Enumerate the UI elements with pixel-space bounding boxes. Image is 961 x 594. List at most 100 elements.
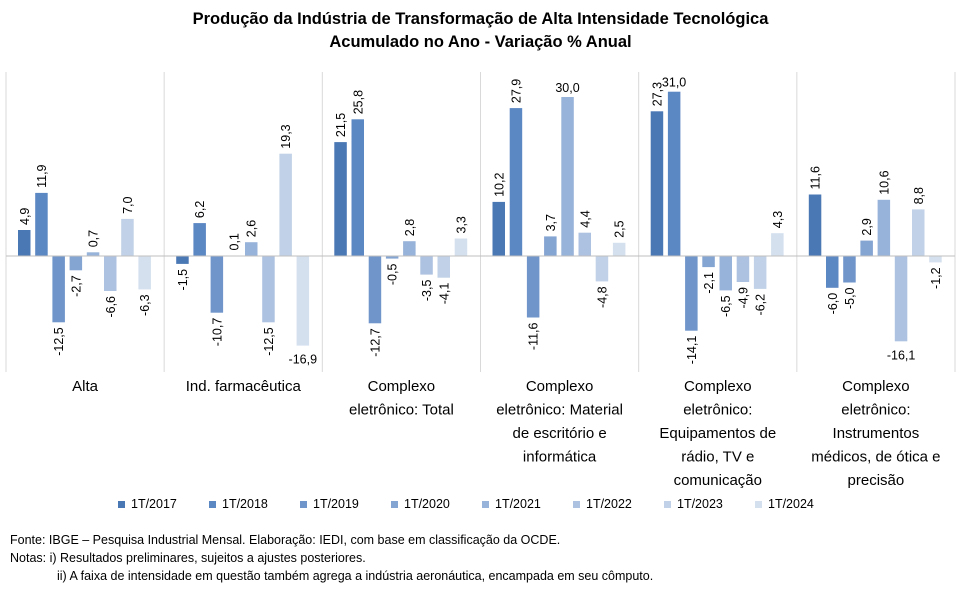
- data-label: -16,9: [289, 353, 318, 367]
- data-label: 21,5: [334, 113, 348, 137]
- data-label: 0,7: [87, 230, 101, 247]
- data-label: -3,5: [420, 280, 434, 302]
- bar: [368, 256, 382, 324]
- data-label: 4,9: [18, 208, 32, 225]
- data-label: -6,5: [719, 295, 733, 317]
- category-label-line: Equipamentos de: [659, 425, 776, 442]
- chart-notes: Fonte: IBGE – Pesquisa Industrial Mensal…: [10, 531, 653, 585]
- data-label: 19,3: [279, 124, 293, 148]
- legend-label: 1T/2023: [677, 497, 723, 511]
- data-label: -4,9: [736, 287, 750, 309]
- data-label: -10,7: [210, 318, 224, 347]
- data-label: -12,5: [52, 327, 66, 356]
- bar: [86, 252, 100, 256]
- bar: [650, 111, 664, 256]
- data-label: 2,9: [860, 218, 874, 235]
- legend-label: 1T/2021: [495, 497, 541, 511]
- bar: [176, 256, 189, 264]
- bar: [719, 256, 732, 291]
- bar: [771, 233, 784, 256]
- chart-title-block: Produção da Indústria de Transformação d…: [0, 8, 961, 54]
- data-label: 30,0: [555, 81, 579, 95]
- bar-chart: 4,9 -1,5 21,5 10,2 27,3 11,6 11,9 6,2 25,8 27,9 31…: [5, 72, 956, 511]
- category-label: Alta: [72, 378, 99, 395]
- data-label: -6,2: [754, 294, 768, 316]
- bar: [753, 256, 767, 289]
- bar: [334, 142, 347, 257]
- note-2: ii) A faixa de intensidade em questão ta…: [57, 569, 654, 583]
- chart-title: Produção da Indústria de Transformação d…: [192, 10, 769, 28]
- bar: [262, 256, 275, 323]
- bar: [736, 256, 750, 282]
- data-label: -14,1: [685, 336, 699, 365]
- category-label: Complexo eletrônico: Instrumentos médicos, …: [811, 378, 940, 489]
- category-label-line: Complexo: [368, 378, 436, 395]
- category-label-line: eletrônico: Material: [496, 402, 623, 419]
- data-label: -1,5: [176, 269, 190, 291]
- category-label-line: médicos, de ótica e: [811, 449, 940, 466]
- category-label-line: Complexo: [526, 378, 594, 395]
- bar: [578, 232, 591, 256]
- data-label: 2,5: [613, 220, 627, 237]
- chart-subtitle: Acumulado no Ano - Variação % Anual: [329, 33, 632, 51]
- bar: [860, 240, 873, 256]
- bar: [403, 241, 416, 256]
- bar: [193, 223, 206, 256]
- bar: [894, 256, 908, 342]
- legend-swatch: [573, 501, 580, 508]
- data-label: -2,1: [702, 272, 716, 294]
- data-label: -4,1: [437, 283, 451, 305]
- data-label: 2,6: [245, 220, 259, 237]
- category-label-line: rádio, TV e: [681, 449, 754, 466]
- data-label: -0,5: [386, 264, 400, 286]
- bar: [296, 256, 310, 346]
- data-label: 6,2: [193, 201, 207, 218]
- bar: [667, 91, 681, 256]
- category-label: Complexo eletrônico: Equipamentos de rádio,…: [659, 378, 776, 489]
- legend-label: 1T/2019: [313, 497, 359, 511]
- legend-swatch: [391, 501, 398, 508]
- data-label: 7,0: [121, 196, 135, 213]
- legend-swatch: [482, 501, 489, 508]
- bar: [526, 256, 540, 318]
- data-label: 11,6: [809, 166, 823, 189]
- bar: [138, 256, 151, 290]
- category-label-line: Instrumentos: [833, 425, 920, 442]
- data-label: -1,2: [929, 267, 943, 289]
- bar: [420, 256, 433, 275]
- legend-label: 1T/2024: [768, 497, 814, 511]
- bar: [509, 108, 523, 256]
- bar: [121, 218, 134, 256]
- legend-swatch: [209, 501, 216, 508]
- category-label-line: eletrônico:: [841, 402, 910, 419]
- data-label: -6,6: [104, 296, 118, 318]
- bar: [18, 230, 31, 256]
- category-label: Ind. farmacêutica: [186, 378, 302, 395]
- bar: [561, 97, 574, 256]
- legend-label: 1T/2017: [131, 497, 177, 511]
- data-label: 4,3: [771, 211, 785, 228]
- bar: [685, 256, 698, 331]
- category-label: Complexo eletrônico: Total: [349, 378, 454, 419]
- bar: [279, 153, 292, 256]
- data-label: 27,3: [650, 82, 664, 106]
- bar: [104, 256, 117, 291]
- legend-swatch: [755, 501, 762, 508]
- data-label: -6,3: [138, 294, 152, 316]
- data-label: 3,3: [455, 216, 469, 233]
- bar: [544, 236, 557, 256]
- data-label: 25,8: [351, 90, 365, 114]
- data-label: 11,9: [35, 164, 49, 187]
- data-label: -11,6: [527, 322, 541, 350]
- category-label-line: informática: [523, 449, 597, 466]
- bar: [612, 242, 626, 257]
- bar: [35, 192, 48, 256]
- bar: [492, 201, 505, 256]
- data-label: 8,8: [912, 187, 926, 204]
- data-label: 10,2: [492, 173, 506, 197]
- category-label-line: Ind. farmacêutica: [186, 378, 302, 395]
- bar: [52, 256, 65, 323]
- note-1: Notas: i) Resultados preliminares, sujei…: [10, 551, 366, 565]
- bar: [702, 256, 715, 268]
- bar: [69, 256, 83, 271]
